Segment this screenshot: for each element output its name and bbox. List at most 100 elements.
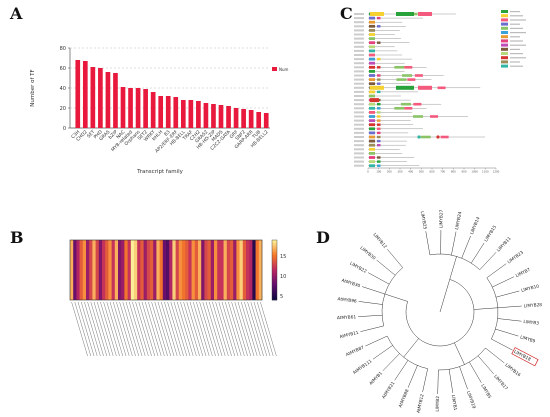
c-domain-10-a [369, 53, 375, 57]
b-cell-13 [111, 240, 116, 300]
d-leaf-label-14: LlMYB17 [492, 374, 509, 392]
b-cell-34 [178, 240, 183, 300]
c-sequence-name-30 [354, 136, 364, 138]
b-cell-2 [76, 240, 80, 300]
b-cell-11 [105, 240, 109, 300]
c-domain-16-a [369, 78, 375, 81]
c-domain-22-a [369, 102, 375, 106]
c-legend-swatch-7 [501, 39, 508, 43]
c-legend-text-11 [510, 57, 526, 59]
c-legend-swatch-12 [501, 60, 508, 64]
a-bar-21 [233, 108, 239, 128]
b-column-label-5 [87, 301, 104, 357]
d-leaf-label-20: AtMYB88 [397, 388, 410, 408]
b-cell-6 [89, 240, 93, 300]
d-branch-17 [448, 369, 454, 394]
c-domain-15-d [414, 74, 423, 77]
d-leaf-label-21: AtMYB21 [381, 380, 397, 400]
d-branch-25 [360, 325, 384, 332]
b-cell-50 [230, 240, 234, 300]
c-domain-24-b [377, 111, 381, 114]
c-sequence-name-29 [354, 131, 364, 134]
c-legend-swatch-2 [501, 18, 508, 22]
c-domain-13-b [377, 66, 381, 69]
a-bar-9 [143, 89, 148, 128]
c-sequence-name-7 [354, 41, 364, 44]
c-legend-text-13 [510, 65, 523, 67]
b-colorbar-step-35 [272, 292, 277, 295]
d-clade-spoke-0 [449, 256, 457, 280]
a-legend-label: Num [279, 67, 289, 72]
b-column-label-18 [128, 301, 146, 357]
c-big-domain-1-c [418, 85, 432, 90]
c-domain-28-a [369, 127, 375, 131]
b-cell-59 [258, 240, 263, 300]
d-branch-16 [459, 366, 468, 390]
a-bar-23 [248, 110, 254, 128]
a-category-label-12: B3 [163, 129, 172, 138]
b-colorbar-step-4 [272, 246, 277, 248]
a-bar-18 [211, 104, 216, 128]
d-branch-30 [376, 259, 396, 276]
c-legend-swatch-9 [501, 47, 508, 51]
c-legend-text-10 [510, 53, 523, 55]
b-colorbar-step-25 [272, 277, 277, 280]
c-axis-tick-label-7: 700 [440, 170, 445, 174]
c-sequence-name-35 [354, 156, 364, 159]
b-colorbar-step-16 [272, 264, 277, 266]
d-leaf-label-23: AtMYB111 [352, 358, 374, 376]
c-domain-22-c [400, 102, 411, 106]
c-domain-30-b [377, 135, 381, 139]
b-column-label-26 [154, 301, 172, 357]
b-cell-26 [153, 240, 157, 300]
c-legend-text-3 [510, 23, 520, 25]
c-legend-swatch-5 [501, 31, 508, 34]
c-domain-2-a [369, 20, 375, 24]
d-branch-19 [422, 368, 428, 393]
b-cell-38 [191, 240, 196, 300]
b-cell-3 [79, 240, 84, 300]
b-cell-37 [188, 240, 192, 300]
b-cell-35 [182, 240, 186, 300]
c-sequence-name-2 [354, 21, 364, 24]
b-colorbar-step-27 [272, 280, 277, 283]
b-cell-45 [214, 240, 218, 300]
b-column-label-35 [183, 301, 200, 357]
a-bar-19 [218, 105, 224, 128]
b-cell-22 [140, 240, 144, 300]
a-category-label-24: TUB [251, 129, 263, 141]
d-leaf-label-11: LlMYB9 [519, 334, 536, 344]
d-clade-spoke-4 [384, 293, 408, 302]
c-domain-19-b [377, 90, 381, 94]
b-column-label-33 [176, 301, 194, 357]
b-cell-16 [121, 240, 125, 300]
b-column-label-55 [247, 301, 264, 357]
a-bar-5 [113, 73, 118, 128]
c-legend-swatch-13 [501, 64, 508, 68]
d-branch-13 [485, 347, 505, 364]
a-category-label-5: bZIP [107, 129, 119, 141]
c-sequence-name-32 [354, 144, 364, 147]
b-heatmap-frame [69, 239, 263, 301]
b-colorbar-step-12 [272, 258, 277, 260]
c-legend-swatch-0 [501, 10, 508, 13]
c-domain-5-a [369, 33, 375, 36]
d-branch-29 [367, 272, 390, 285]
b-column-label-29 [164, 301, 181, 357]
c-sequence-name-24 [354, 111, 364, 114]
b-column-label-34 [180, 301, 197, 357]
a-bar-1 [82, 61, 88, 128]
b-column-label-6 [90, 301, 108, 357]
d-leaf-label-2: LlMYB24 [454, 211, 464, 230]
c-legend-swatch-4 [501, 26, 508, 30]
c-domain-20-a [369, 94, 375, 98]
b-column-label-27 [157, 301, 175, 357]
c-domain-15-b [377, 74, 381, 77]
a-bar-13 [173, 97, 179, 128]
c-sequence-name-10 [354, 54, 364, 56]
a-bar-10 [150, 92, 156, 128]
b-cell-29 [162, 240, 167, 300]
d-leaf-label-7: LlMYB7 [515, 267, 532, 279]
b-cell-48 [223, 240, 228, 300]
b-cell-31 [169, 240, 173, 300]
